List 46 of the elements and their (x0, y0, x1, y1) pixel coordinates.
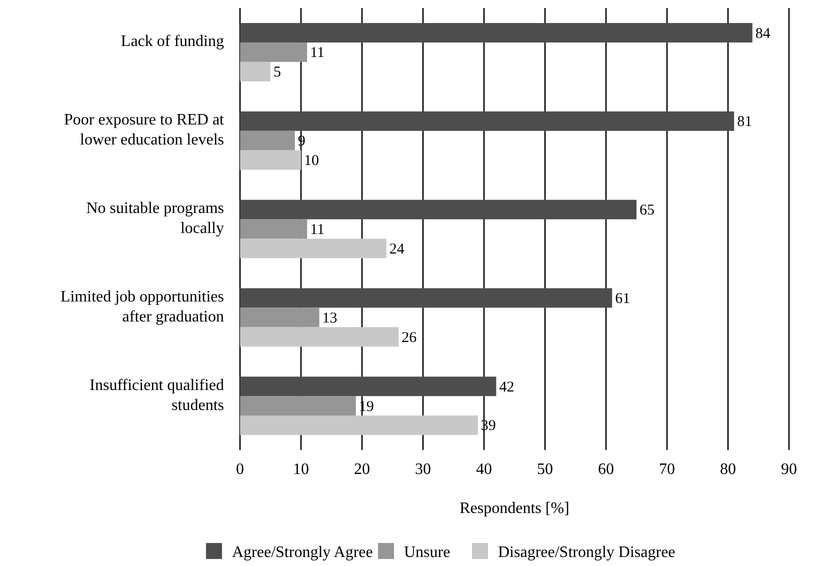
x-tick-label: 50 (537, 461, 553, 478)
x-tick-label: 0 (236, 461, 244, 478)
bar (240, 219, 308, 239)
y-tick-label: Poor exposure to RED at lower education levels (64, 112, 225, 149)
x-tick-label: 40 (476, 461, 492, 478)
y-tick-label: Insufficient qualified students (90, 376, 224, 414)
y-tick-label: No suitable programs locally (86, 200, 224, 237)
data-label: 11 (310, 222, 325, 238)
y-tick-label: Lack of funding (120, 33, 224, 50)
bar (240, 308, 320, 328)
data-label: 61 (615, 290, 630, 307)
bar (240, 150, 301, 170)
data-label: 81 (737, 114, 752, 130)
y-tick-label: Limited job opportunities after graduation (60, 288, 224, 326)
bar (240, 238, 386, 258)
x-tick-label: 30 (415, 461, 431, 478)
x-axis-title: Respondents [%] (460, 500, 570, 517)
data-label: 65 (640, 202, 654, 219)
bar (240, 42, 308, 62)
x-tick-label: 10 (293, 461, 309, 478)
legend-label: Unsure (404, 544, 450, 561)
bar (240, 416, 478, 435)
data-label: 42 (499, 379, 514, 396)
bar (240, 111, 734, 131)
data-label: 13 (322, 310, 338, 326)
x-tick-label: 20 (354, 461, 370, 478)
x-tick-label: 80 (720, 461, 736, 478)
bar (240, 130, 295, 150)
x-tick-label: 60 (598, 461, 614, 478)
data-label: 11 (310, 45, 325, 62)
bar (240, 396, 356, 416)
x-tick-label: 70 (659, 461, 675, 478)
bar (240, 327, 399, 347)
data-label: 10 (304, 153, 319, 170)
bar (240, 23, 752, 42)
bar (240, 200, 636, 220)
x-tick-label: 90 (781, 461, 797, 478)
data-label: 84 (755, 26, 771, 42)
bar (240, 288, 612, 308)
legend-label: Agree/Strongly Agree (232, 544, 373, 561)
bar (240, 62, 270, 82)
bar (240, 376, 496, 396)
data-label: 26 (402, 330, 418, 346)
legend-label: Disagree/Strongly Disagree (498, 544, 676, 561)
data-label: 24 (389, 241, 405, 258)
data-label: 5 (274, 64, 281, 81)
